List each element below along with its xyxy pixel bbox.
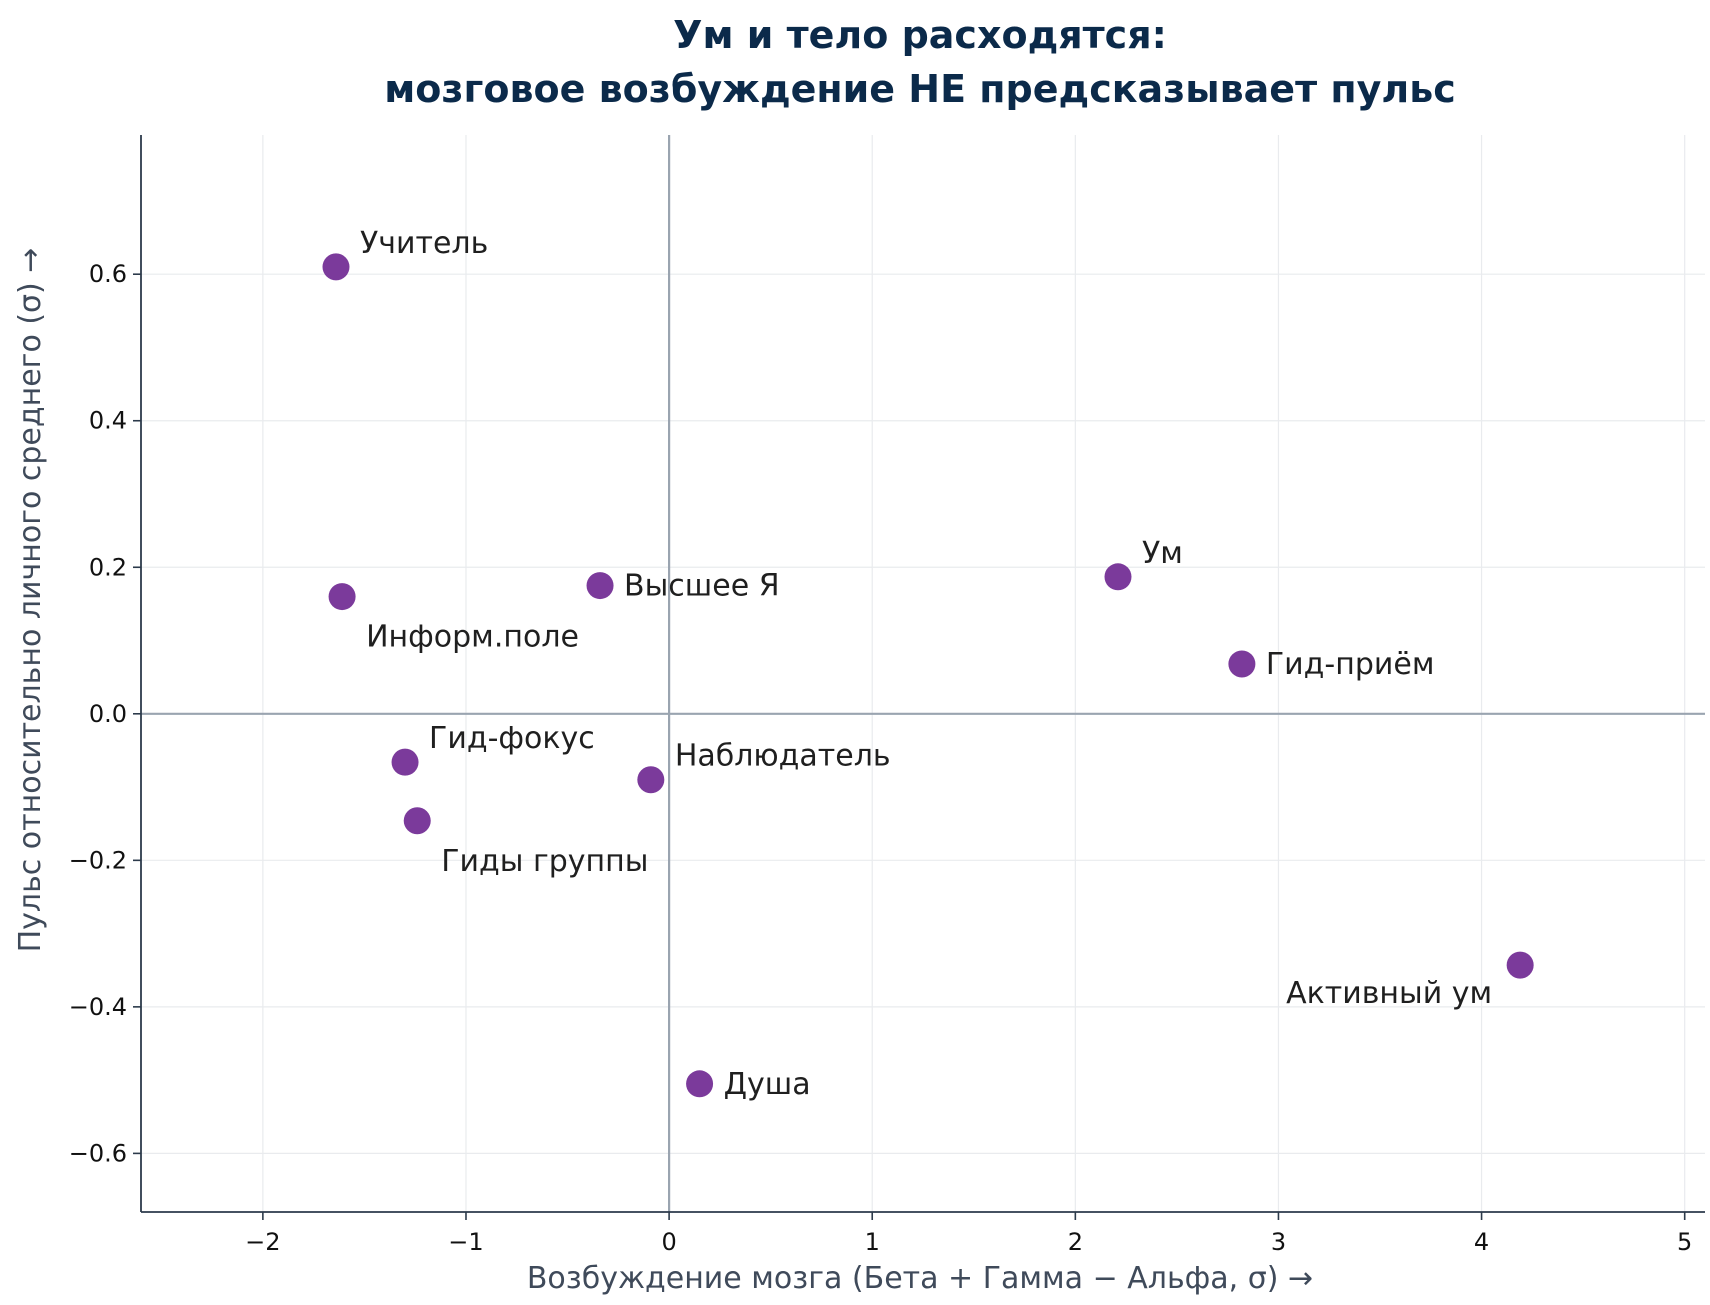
data-point xyxy=(586,572,614,600)
chart-subtitle: мозговое возбуждение НЕ предсказывает пу… xyxy=(384,67,1456,111)
y-tick-label: 0.2 xyxy=(89,553,127,581)
data-point xyxy=(391,748,419,776)
data-point xyxy=(686,1070,714,1098)
x-tick-label: −2 xyxy=(245,1228,280,1256)
y-tick-label: 0.6 xyxy=(89,260,127,288)
point-label: Гиды группы xyxy=(441,844,648,879)
x-tick-label: 2 xyxy=(1068,1228,1083,1256)
point-label: Душа xyxy=(724,1067,811,1102)
y-axis-label: Пульс относительно личного среднего (σ) … xyxy=(13,248,48,953)
data-point xyxy=(1228,650,1256,678)
data-point xyxy=(1506,951,1534,979)
y-tick-label: −0.4 xyxy=(69,993,127,1021)
data-point xyxy=(403,807,431,835)
x-tick-label: 3 xyxy=(1271,1228,1286,1256)
point-label: Наблюдатель xyxy=(675,739,891,774)
reference-lines xyxy=(141,135,1705,1212)
x-tick-label: 5 xyxy=(1677,1228,1692,1256)
x-tick-label: 1 xyxy=(865,1228,880,1256)
chart-title: Ум и тело расходятся: xyxy=(673,13,1167,57)
x-tick-label: −1 xyxy=(448,1228,483,1256)
x-ticks: −2 −1 0 1 2 3 4 5 xyxy=(245,1212,1692,1256)
y-ticks: −0.6 −0.4 −0.2 0.0 0.2 0.4 0.6 xyxy=(69,260,141,1167)
y-tick-label: 0.0 xyxy=(89,700,127,728)
point-labels: Учитель Информ.поле Высшее Я Ум Гид-приём Гид… xyxy=(360,226,1492,1102)
point-label: Гид-фокус xyxy=(429,721,595,756)
y-tick-label: −0.6 xyxy=(69,1139,127,1167)
x-axis-label: Возбуждение мозга (Бета + Гамма − Альфа,… xyxy=(527,1261,1313,1296)
grid xyxy=(141,135,1705,1212)
y-tick-label: −0.2 xyxy=(69,846,127,874)
data-points xyxy=(322,253,1534,1098)
data-point xyxy=(328,583,356,611)
point-label: Информ.поле xyxy=(366,620,579,655)
point-label: Активный ум xyxy=(1286,976,1492,1011)
x-tick-label: 4 xyxy=(1474,1228,1489,1256)
point-label: Гид-приём xyxy=(1266,647,1435,682)
x-tick-label: 0 xyxy=(661,1228,676,1256)
point-label: Высшее Я xyxy=(624,569,780,604)
data-point xyxy=(637,766,665,794)
axes xyxy=(140,135,1705,1213)
data-point xyxy=(322,253,350,281)
data-point xyxy=(1104,563,1132,591)
point-label: Ум xyxy=(1142,536,1183,571)
point-label: Учитель xyxy=(360,226,488,261)
y-tick-label: 0.4 xyxy=(89,407,127,435)
